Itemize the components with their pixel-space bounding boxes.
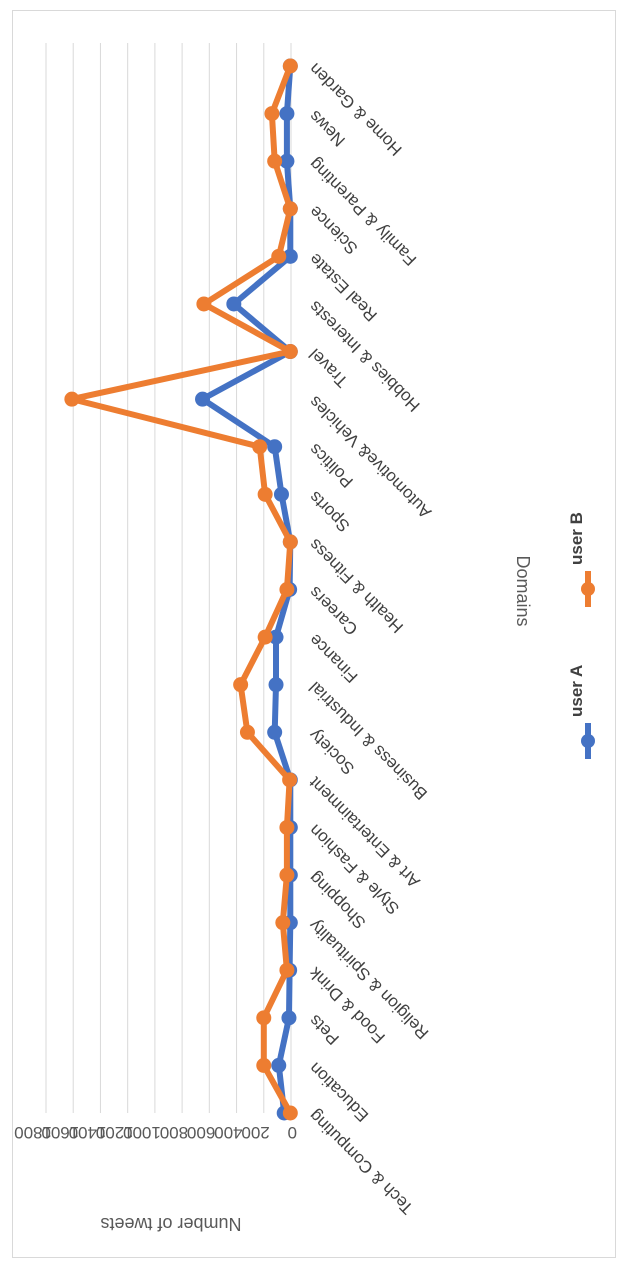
data-point: [282, 344, 298, 360]
data-point: [226, 296, 242, 312]
data-point: [282, 248, 298, 264]
data-point: [279, 582, 295, 597]
data-point: [275, 915, 291, 931]
data-point: [281, 1010, 297, 1026]
legend-label: user B: [567, 512, 586, 565]
data-point: [282, 58, 298, 74]
y-tick-label: 1400: [69, 1123, 107, 1142]
y-tick-label: 1600: [41, 1123, 79, 1142]
legend-label: user A: [567, 665, 586, 717]
series-user-b: [64, 58, 298, 1121]
y-tick-label: 1800: [14, 1123, 52, 1142]
data-point: [233, 677, 249, 693]
gridlines: [45, 43, 292, 1113]
x-tick-label: News: [305, 107, 348, 150]
data-point: [268, 677, 284, 693]
data-point: [279, 867, 295, 883]
data-point: [282, 1105, 298, 1121]
y-tick-label: 800: [160, 1123, 188, 1142]
y-axis-title: Number of tweets: [100, 1214, 241, 1234]
y-tick-label: 1000: [123, 1123, 161, 1142]
data-point: [282, 534, 298, 550]
data-point: [239, 724, 255, 740]
legend-marker: [581, 582, 595, 596]
data-point: [267, 153, 283, 169]
data-point: [264, 106, 280, 122]
data-point: [256, 1057, 272, 1073]
x-tick-label: Sports: [305, 487, 353, 535]
data-point: [64, 391, 80, 407]
series-line: [199, 65, 294, 1114]
data-point: [279, 153, 295, 169]
data-point: [282, 201, 298, 217]
data-point: [279, 106, 295, 122]
series-layer: [64, 58, 298, 1121]
legend-item: user A: [567, 665, 595, 759]
y-tick-label: 600: [187, 1123, 215, 1142]
x-tick-label: Travel: [305, 345, 351, 391]
data-point: [271, 1057, 287, 1073]
x-tick-label: Finance: [305, 630, 361, 686]
legend: user A user B: [567, 512, 595, 759]
data-point: [267, 724, 283, 740]
data-point: [257, 629, 273, 645]
data-point: [271, 248, 287, 264]
data-point: [273, 486, 289, 502]
legend-item: user B: [567, 512, 595, 607]
legend-marker: [581, 734, 595, 748]
data-point: [268, 629, 284, 645]
x-axis-title: Domains: [513, 555, 533, 626]
data-point: [196, 296, 212, 312]
data-point: [282, 772, 298, 788]
data-point: [267, 439, 283, 455]
data-point: [252, 439, 268, 455]
y-tick-label: 0: [288, 1123, 297, 1142]
y-tick-label: 1200: [96, 1123, 134, 1142]
y-tick-label: 400: [214, 1123, 242, 1142]
y-tick-label: 200: [241, 1123, 269, 1142]
data-point: [279, 962, 295, 978]
x-tick-label: Pets: [305, 1011, 342, 1048]
series-line: [68, 64, 294, 1115]
data-point: [257, 486, 273, 502]
data-point: [195, 391, 211, 407]
data-point: [256, 1010, 272, 1026]
data-point: [279, 819, 295, 835]
chart-frame: 0 200 400 600 800 1000 1200 1400 1600 1800 Tech &…: [12, 10, 616, 1258]
